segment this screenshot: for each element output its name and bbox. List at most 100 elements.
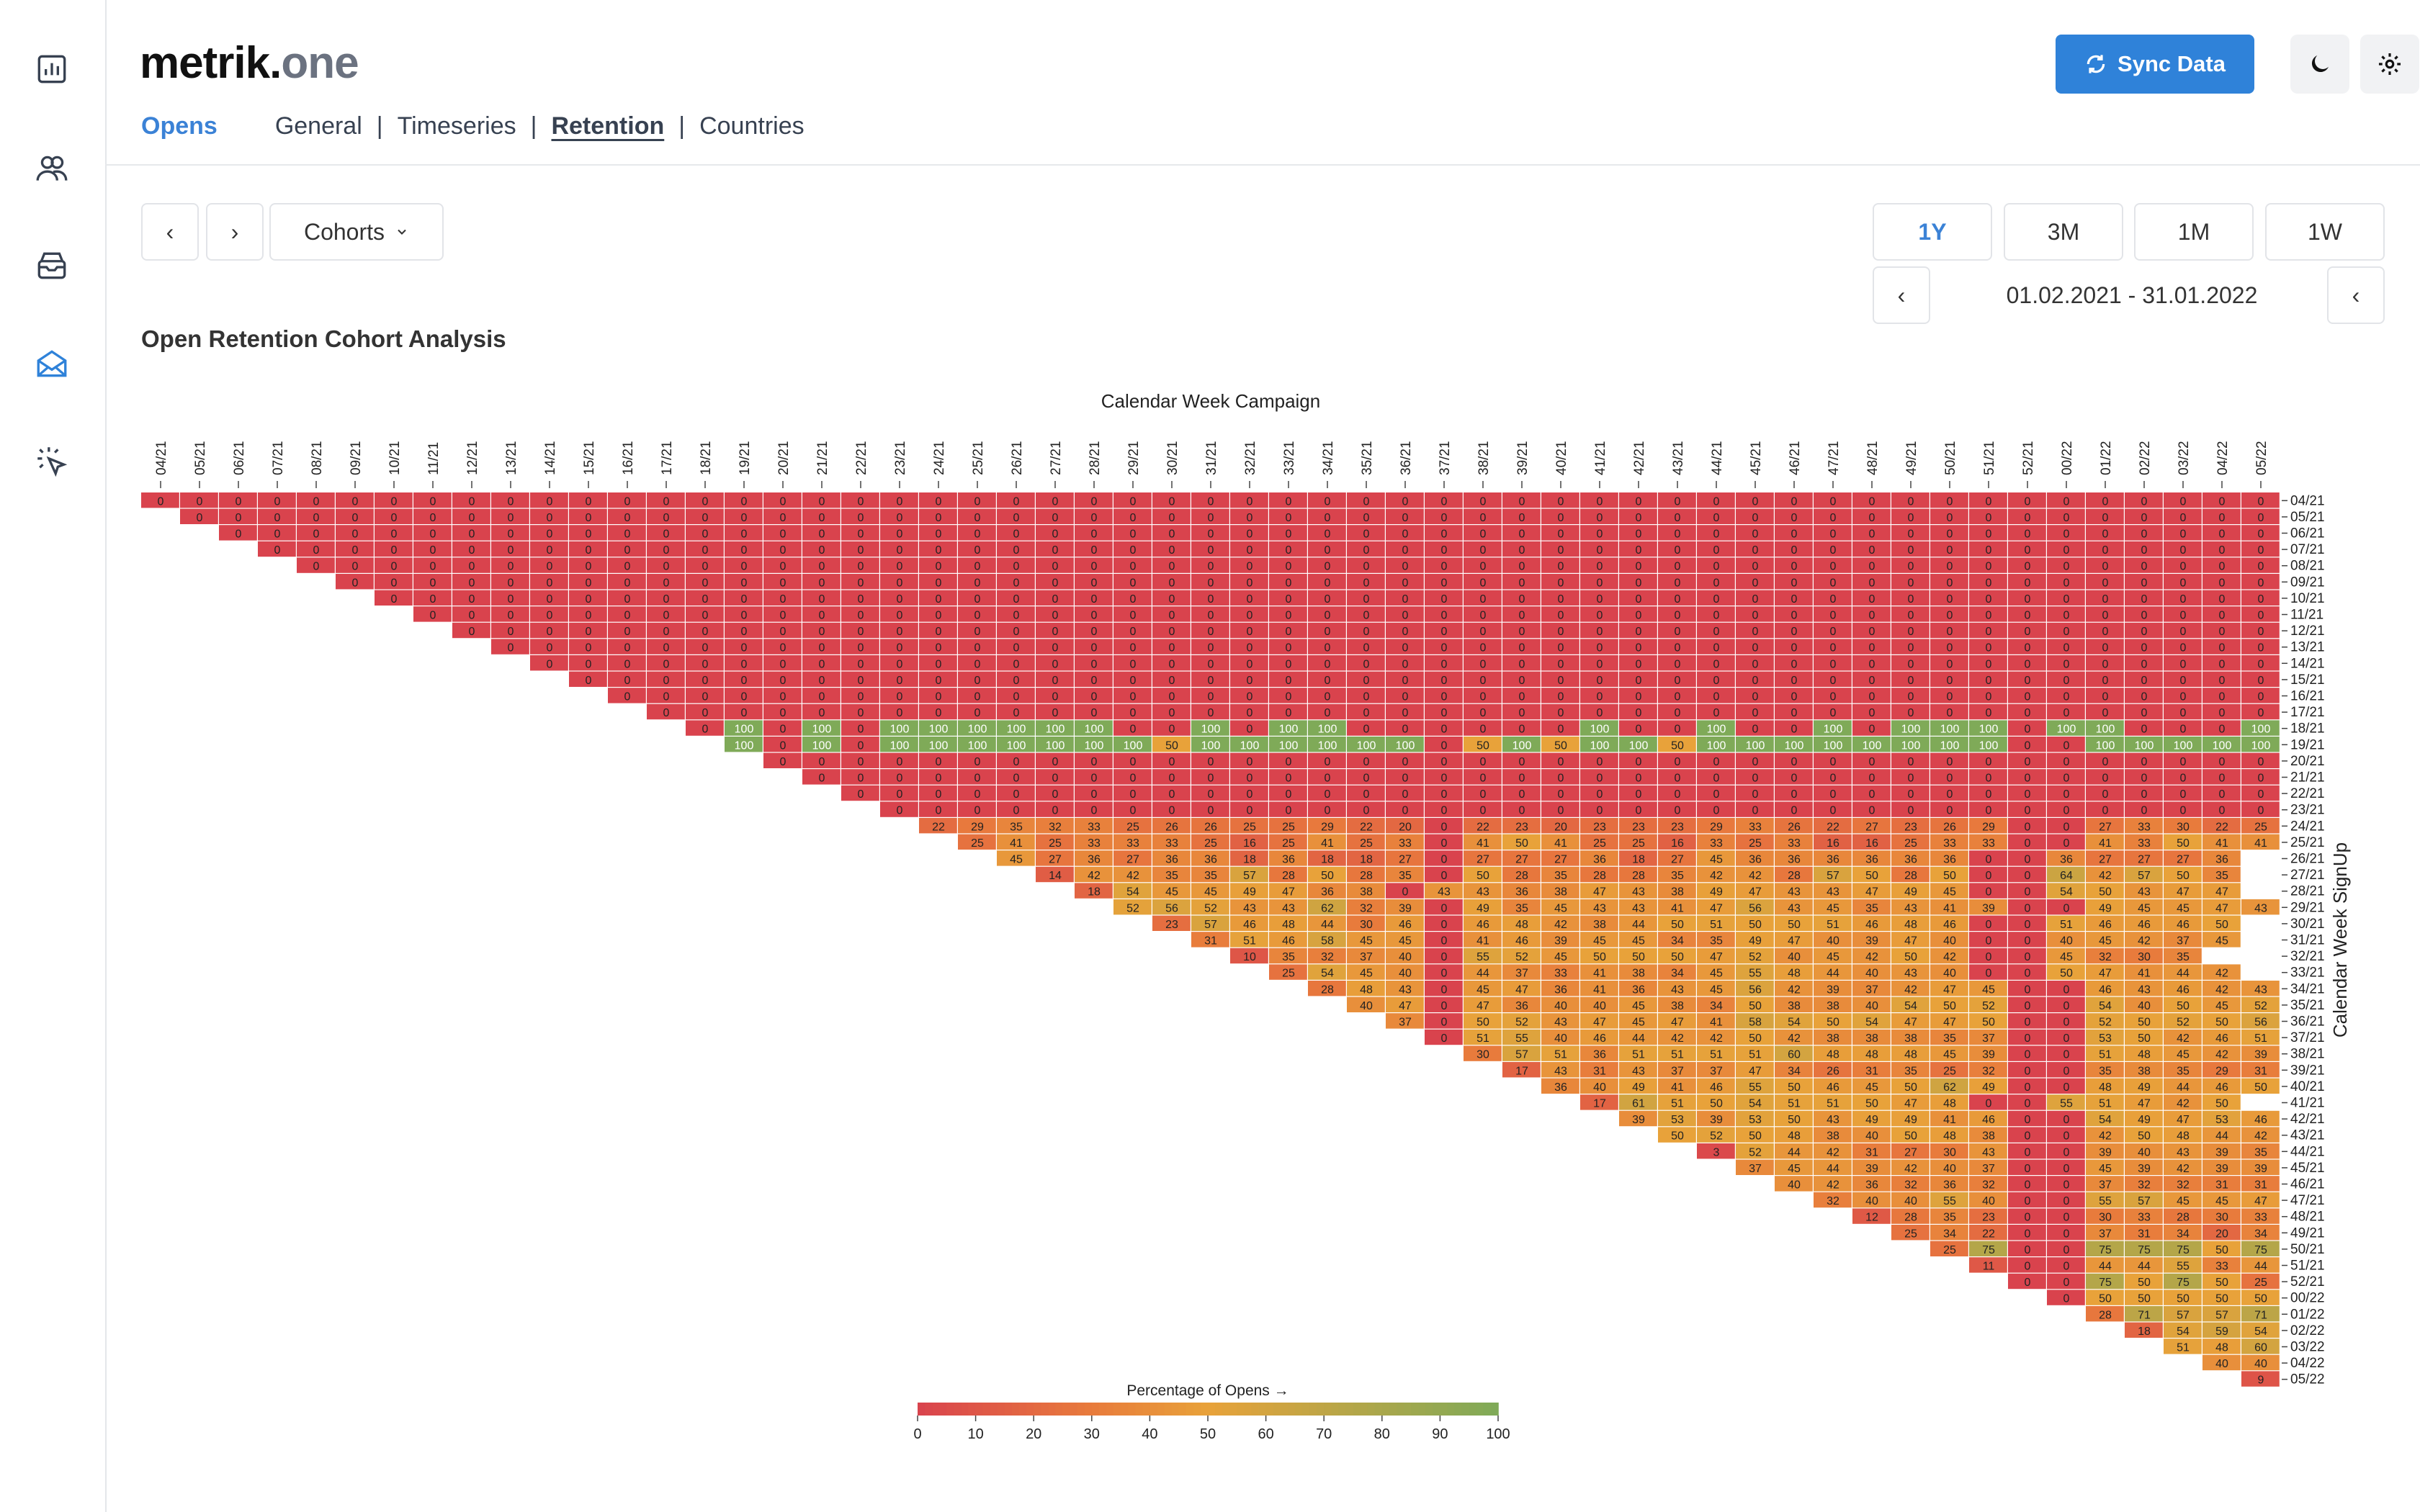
heatmap-cell <box>1347 622 1385 639</box>
sync-data-button[interactable]: Sync Data <box>2056 35 2254 94</box>
mail-open-icon[interactable] <box>34 346 70 382</box>
cell-value: 0 <box>1169 658 1175 670</box>
heatmap-cell <box>452 622 490 639</box>
cell-value: 0 <box>858 658 864 670</box>
cell-value: 0 <box>1597 675 1603 687</box>
users-icon[interactable] <box>34 150 70 186</box>
cell-value: 0 <box>819 495 825 508</box>
cell-value: 0 <box>1908 675 1914 687</box>
cell-value: 0 <box>1986 886 1992 899</box>
cell-value: 48 <box>1865 1049 1878 1061</box>
heatmap-cell <box>1386 606 1424 622</box>
heatmap-cell <box>2086 622 2124 639</box>
tab-countries[interactable]: Countries <box>699 112 805 140</box>
heatmap-cell <box>763 508 802 524</box>
cell-value: 0 <box>936 593 942 606</box>
heatmap-cell <box>1269 492 1307 508</box>
cell-value: 40 <box>1399 968 1412 980</box>
cell-value: 0 <box>2025 1244 2031 1256</box>
next-button[interactable]: › <box>206 203 264 261</box>
cell-value: 42 <box>2254 1130 2267 1143</box>
date-next-button[interactable]: ‹ <box>2327 266 2385 324</box>
cell-value: 43 <box>1243 902 1256 914</box>
heatmap-cell <box>1619 655 1657 671</box>
cell-value: 39 <box>1632 1114 1645 1126</box>
cohorts-select-label: Cohorts <box>303 218 385 245</box>
x-tick-label: 47/21 <box>1827 441 1842 475</box>
cursor-click-icon[interactable] <box>34 444 70 480</box>
cell-value: 0 <box>2025 528 2031 541</box>
tab-general[interactable]: General <box>274 112 362 140</box>
cell-value: 0 <box>2025 724 2031 736</box>
heatmap-cell <box>336 525 374 541</box>
cell-value: 100 <box>2251 724 2271 736</box>
heatmap-cell <box>1152 703 1191 720</box>
heatmap-cell <box>1308 525 1346 541</box>
cell-value: 0 <box>2025 1017 2031 1029</box>
range-1y-button[interactable]: 1Y <box>1873 203 1992 261</box>
date-prev-button[interactable]: ‹ <box>1873 266 1930 324</box>
cell-value: 0 <box>1675 773 1681 785</box>
heatmap-cell <box>1386 639 1424 654</box>
heatmap-cell <box>1814 525 1852 541</box>
heatmap-cell <box>2086 590 2124 606</box>
cell-value: 51 <box>1671 1049 1684 1061</box>
cell-value: 75 <box>2099 1244 2112 1256</box>
tab-timeseries[interactable]: Timeseries <box>397 112 516 140</box>
prev-button[interactable]: ‹ <box>141 203 199 261</box>
cell-value: 100 <box>1940 739 1960 752</box>
cell-value: 48 <box>1904 1049 1917 1061</box>
heatmap-cell <box>375 508 413 524</box>
y-tick-label: 04/21 <box>2290 493 2325 508</box>
x-tick-label: 06/21 <box>232 441 247 475</box>
cell-value: 45 <box>1632 1000 1645 1012</box>
range-1w-button[interactable]: 1W <box>2265 203 2385 261</box>
bar-chart-icon[interactable] <box>34 51 70 87</box>
cell-value: 0 <box>1325 658 1331 670</box>
nav-section-opens[interactable]: Opens <box>141 112 218 140</box>
cell-value: 50 <box>2215 1244 2228 1256</box>
cell-value: 23 <box>1982 1212 1995 1224</box>
cell-value: 0 <box>586 577 592 589</box>
heatmap-cell <box>1308 541 1346 557</box>
cell-value: 0 <box>2219 658 2226 670</box>
inbox-icon[interactable] <box>34 248 70 284</box>
cell-value: 0 <box>2025 1179 2031 1192</box>
heatmap-cell <box>1930 574 1968 590</box>
cell-value: 0 <box>1519 512 1525 524</box>
cell-value: 0 <box>1091 495 1098 508</box>
heatmap-cell <box>2047 622 2085 639</box>
heatmap-cell <box>1036 622 1074 639</box>
cell-value: 0 <box>897 495 903 508</box>
x-tick-label: 24/21 <box>932 441 947 475</box>
heatmap-cell <box>1580 688 1618 703</box>
cell-value: 100 <box>890 724 910 736</box>
cell-value: 30 <box>2138 951 2151 963</box>
tab-retention[interactable]: Retention <box>551 112 665 140</box>
cell-value: 75 <box>2138 1244 2151 1256</box>
cell-value: 0 <box>1363 756 1370 768</box>
heatmap-cell <box>2202 525 2241 541</box>
cohorts-select[interactable]: Cohorts <box>269 203 444 261</box>
cell-value: 0 <box>1169 788 1175 801</box>
heatmap-cell <box>2086 541 2124 557</box>
cell-value: 0 <box>1752 756 1759 768</box>
heatmap-cell <box>1347 655 1385 671</box>
cell-value: 0 <box>1441 561 1448 573</box>
cell-value: 0 <box>430 528 436 541</box>
heatmap-cell <box>725 557 763 573</box>
range-1m-button[interactable]: 1M <box>2134 203 2254 261</box>
heatmap-cell <box>2008 541 2046 557</box>
heatmap-cell <box>1464 590 1502 606</box>
heatmap-cell <box>1502 671 1541 687</box>
range-3m-button[interactable]: 3M <box>2004 203 2123 261</box>
settings-button[interactable] <box>2360 35 2419 94</box>
heatmap-cell <box>1386 671 1424 687</box>
cell-value: 0 <box>1830 512 1837 524</box>
cell-value: 0 <box>2141 773 2148 785</box>
cell-value: 47 <box>2099 968 2112 980</box>
cell-value: 0 <box>1869 675 1876 687</box>
heatmap-cell <box>1619 541 1657 557</box>
dark-mode-toggle[interactable] <box>2290 35 2349 94</box>
cell-value: 0 <box>1519 626 1525 638</box>
